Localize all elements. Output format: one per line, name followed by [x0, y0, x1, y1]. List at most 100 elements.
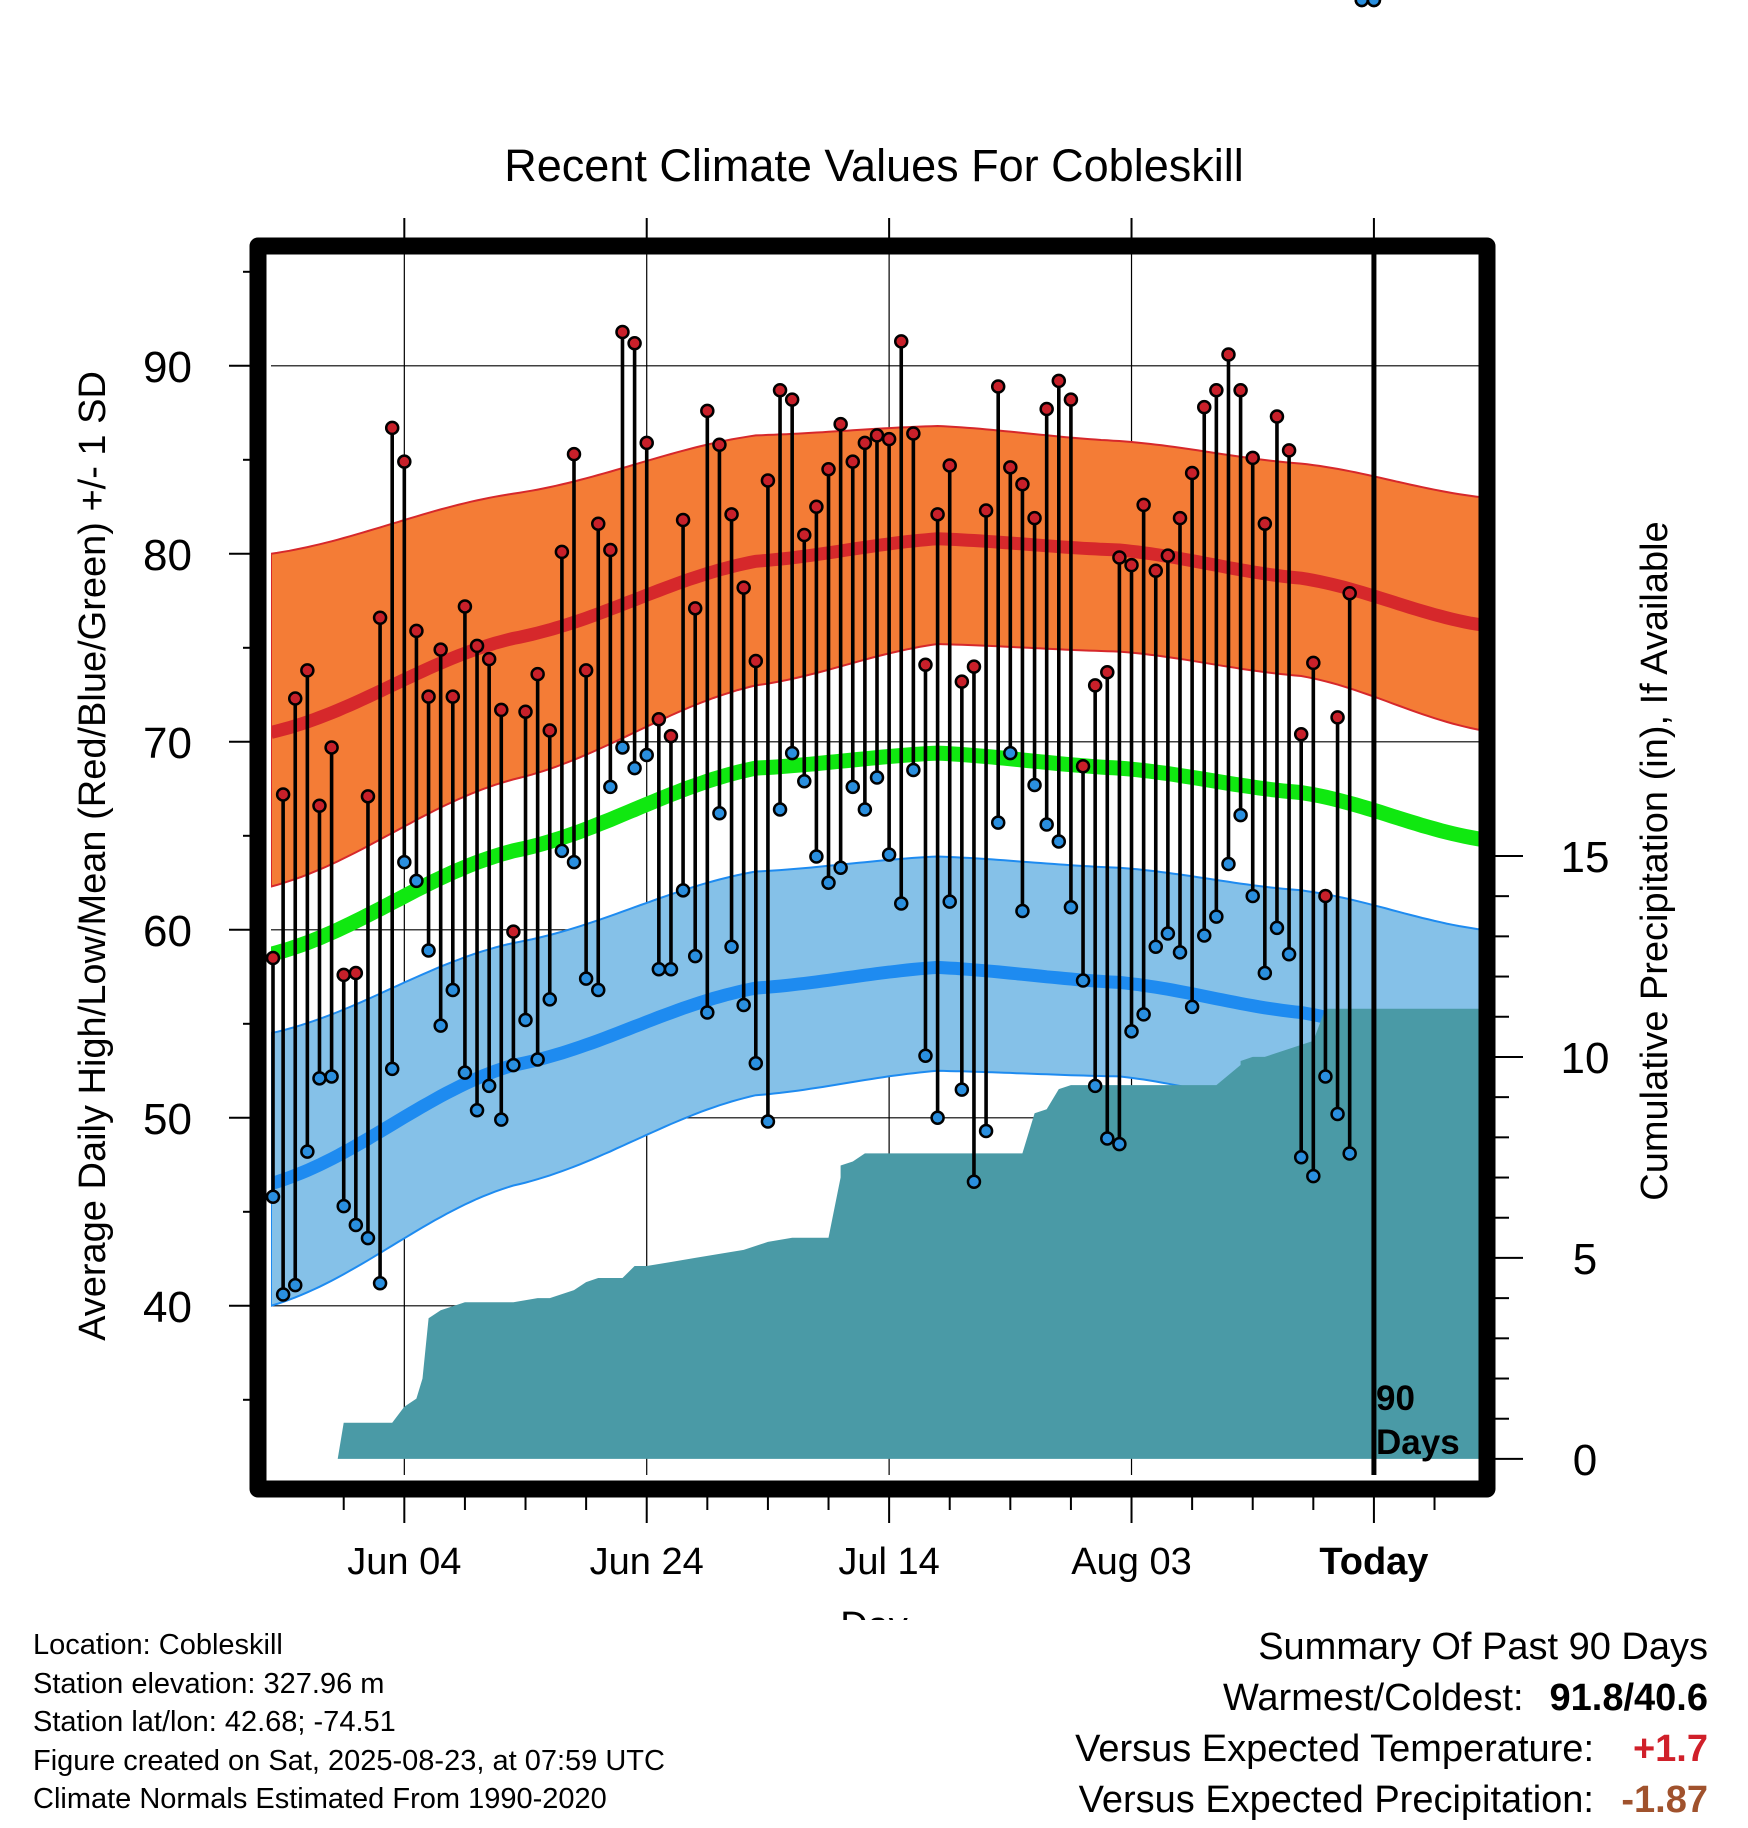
daily-high-point [1160, 548, 1176, 563]
daily-high-point [1003, 460, 1018, 475]
daily-high-point [542, 723, 558, 738]
daily-high-point [1245, 450, 1260, 466]
temp-departure-label: Versus Expected Temperature: [1075, 1728, 1594, 1770]
daily-high-point [942, 458, 957, 473]
daily-high-point [906, 426, 921, 441]
daily-high-point [833, 416, 848, 432]
daily-low-point [833, 860, 848, 876]
daily-low-point [990, 815, 1006, 830]
daily-low-point [409, 873, 424, 889]
chart-title: Recent Climate Values For Cobleskill [504, 140, 1243, 191]
today-label-line2: Days [1376, 1423, 1460, 1462]
daily-low-point [287, 1277, 303, 1293]
axes: 40 50 60 70 80 90 0 5 10 15 Jun 04 Jun 24 Jul 14 Aug … [143, 218, 1609, 1583]
daily-low-point [712, 805, 727, 821]
daily-low-point [760, 1114, 776, 1129]
daily-low-point [554, 843, 570, 859]
plot-area [265, 0, 1480, 1475]
daily-high-point [821, 461, 836, 477]
daily-high-point [857, 435, 873, 451]
daily-low-point [275, 1287, 291, 1302]
daily-low-point [265, 1189, 281, 1205]
daily-low-point [1233, 807, 1248, 823]
daily-high-point [978, 503, 994, 518]
station-info: Location: Cobleskill Station elevation: … [33, 1626, 665, 1819]
daily-low-point [530, 1052, 545, 1067]
daily-low-point [433, 1018, 448, 1033]
daily-high-point [869, 428, 885, 443]
daily-high-point [360, 789, 376, 804]
y-axis-label: Average Daily High/Low/Mean (Red/Blue/Gr… [72, 371, 114, 1341]
y-tick-label: 80 [143, 531, 192, 580]
daily-low-point [372, 1275, 388, 1291]
daily-low-point [1269, 920, 1285, 936]
daily-low-point [845, 779, 861, 795]
daily-high-point [1233, 382, 1248, 398]
daily-high-point [566, 446, 582, 462]
temp-departure-value: +1.7 [1632, 1728, 1708, 1770]
daily-low-point [397, 854, 412, 870]
daily-high-point [1075, 758, 1091, 774]
daily-low-point [1318, 1069, 1333, 1084]
daily-high-point [1221, 347, 1236, 362]
daily-high-point [1209, 382, 1224, 398]
elevation-text: Station elevation: 327.96 m [33, 1667, 385, 1700]
y2-tick-label: 5 [1573, 1235, 1597, 1284]
daily-low-point [384, 1061, 400, 1077]
daily-high-point [724, 507, 739, 522]
daily-high-point [893, 334, 909, 349]
latlon-text: Station lat/lon: 42.68; -74.51 [33, 1706, 396, 1738]
daily-low-point [651, 962, 667, 977]
warmest-coldest-label: Warmest/Coldest: [1222, 1677, 1524, 1719]
precip-departure-value: -1.87 [1621, 1779, 1708, 1821]
daily-low-point [421, 943, 436, 958]
daily-low-point [494, 1112, 509, 1127]
daily-low-point [1003, 745, 1018, 761]
y2-tick-label: 0 [1573, 1436, 1597, 1485]
daily-high-point [457, 599, 473, 614]
daily-high-point [1184, 465, 1200, 481]
daily-high-point [712, 437, 727, 453]
daily-high-point [615, 324, 630, 340]
daily-low-point [1160, 926, 1176, 941]
daily-high-point [1257, 516, 1273, 531]
daily-high-point [1136, 497, 1151, 513]
daily-high-point [312, 798, 327, 813]
warmest-coldest-value: 91.8/40.6 [1549, 1677, 1708, 1719]
daily-high-point [1293, 727, 1309, 742]
daily-low-point [772, 802, 788, 817]
daily-high-point [433, 642, 448, 657]
daily-low-point [663, 962, 679, 977]
daily-low-point [809, 849, 824, 864]
y-tick-label: 60 [143, 907, 192, 956]
daily-low-point [1112, 1136, 1127, 1152]
precip-departure-row: Versus Expected Precipitation: -1.87 [1075, 1775, 1708, 1826]
daily-low-point [1221, 856, 1236, 872]
summary-title: Summary Of Past 90 Days [1258, 1626, 1708, 1668]
normals-text: Climate Normals Estimated From 1990-2020 [33, 1783, 607, 1815]
daily-high-point [1087, 678, 1103, 693]
daily-low-point [748, 1056, 764, 1071]
daily-high-point [748, 653, 764, 669]
daily-low-point [324, 1069, 339, 1084]
y-tick-label: 70 [143, 719, 192, 768]
daily-high-point [348, 965, 364, 981]
daily-low-point [966, 1174, 982, 1189]
daily-low-point [360, 1230, 376, 1246]
warmest-coldest-row: Warmest/Coldest: 91.8/40.6 [1075, 1673, 1708, 1724]
daily-high-point [1015, 476, 1030, 492]
daily-high-point [918, 657, 933, 672]
daily-high-point [481, 651, 497, 667]
daily-high-point [397, 454, 412, 469]
y2-axis-label: Cumulative Precipitation (in), If Availa… [1634, 521, 1676, 1200]
daily-low-point [615, 740, 630, 755]
y2-tick-label: 15 [1561, 833, 1610, 882]
location-text: Location: Cobleskill [33, 1629, 283, 1661]
daily-high-point [275, 787, 291, 802]
daily-low-point [724, 939, 739, 954]
daily-low-point [481, 1078, 497, 1094]
summary-panel: Summary Of Past 90 Days Warmest/Coldest:… [1075, 1622, 1708, 1826]
daily-high-point [1342, 586, 1357, 601]
x-tick-label: Jun 04 [347, 1541, 461, 1583]
daily-low-point [1124, 1024, 1139, 1039]
